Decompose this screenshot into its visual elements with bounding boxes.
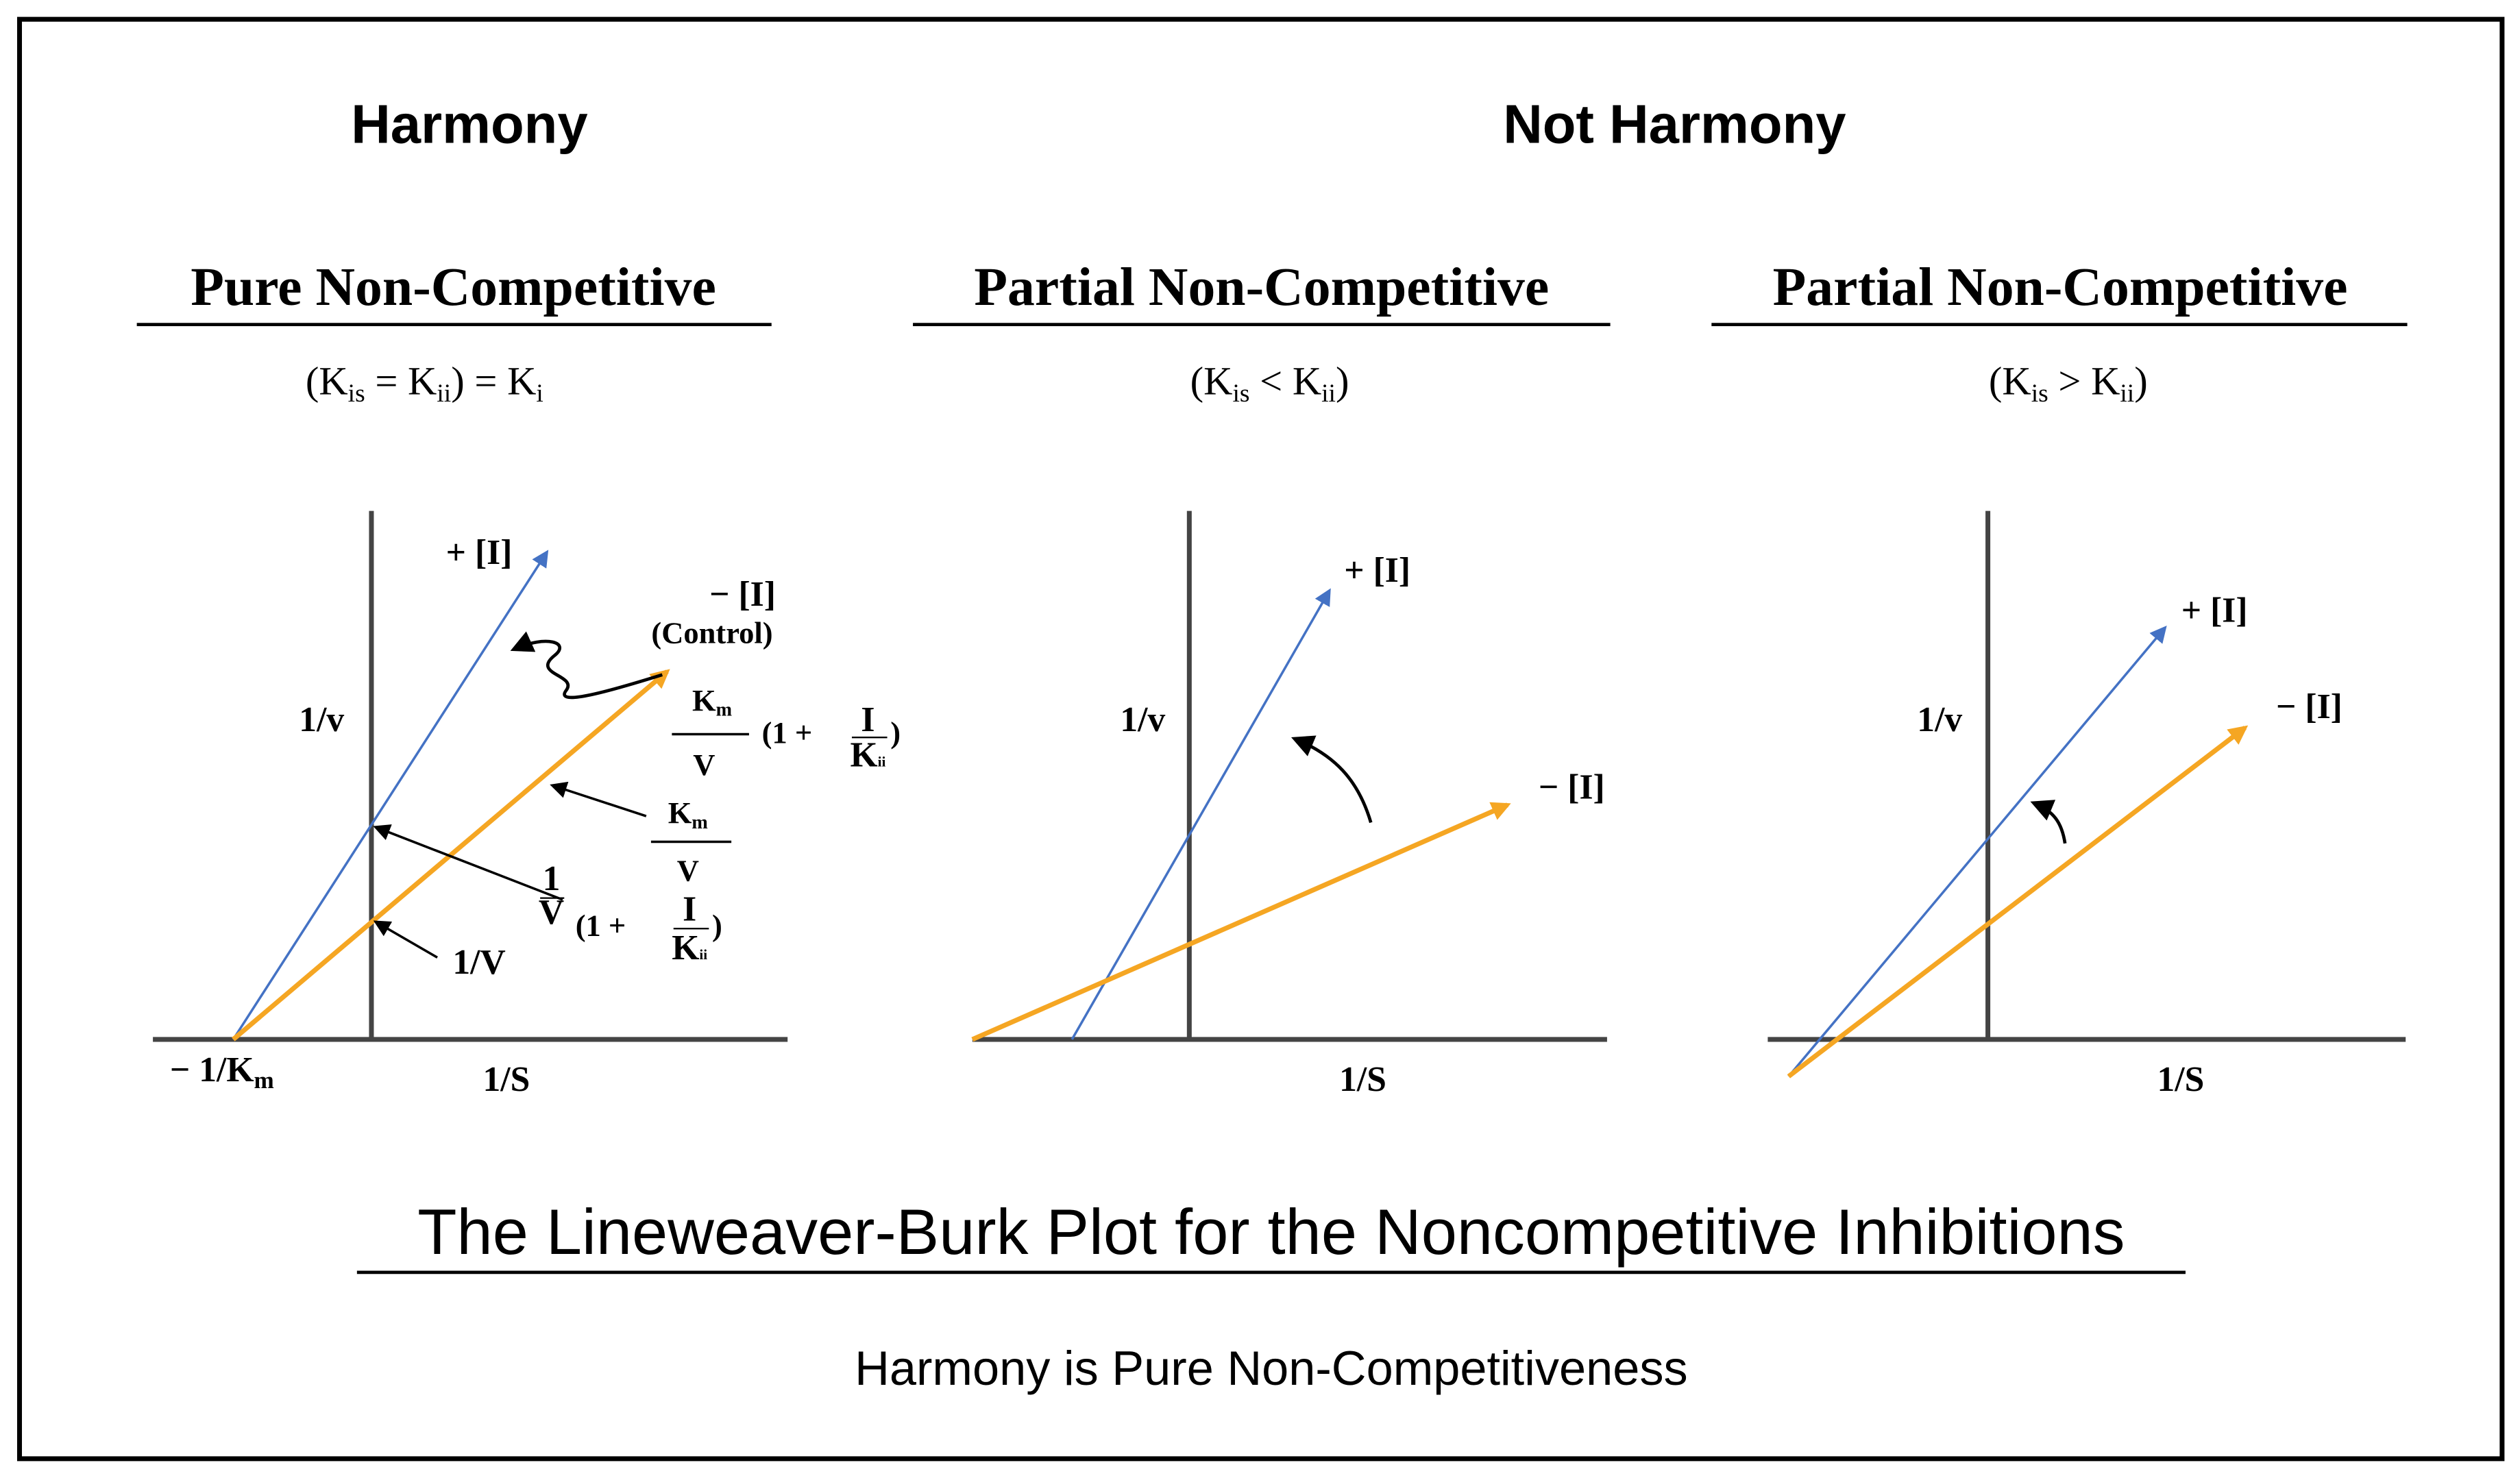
inhibited-label: + [I] [1344, 551, 1410, 590]
curly-arrow [510, 631, 663, 700]
panel-title: Partial Non-Competitive [974, 257, 1549, 317]
y-axis-label: 1/v [299, 700, 344, 739]
label-part: K [850, 735, 877, 774]
panel-partial-greater: + [I] − [I] 1/v 1/S [1767, 510, 2406, 1099]
control-line [1787, 725, 2249, 1079]
panel-title: Pure Non-Competitive [191, 257, 716, 317]
y-intercept-label: 1/V [452, 943, 505, 982]
label-part: K [668, 796, 692, 830]
label-part: (1 + [576, 908, 626, 942]
y-axis-label: 1/v [1917, 700, 1962, 739]
footer-note: Harmony is Pure Non-Competitiveness [855, 1341, 1688, 1395]
condition-sub: is [348, 379, 365, 407]
condition-part: (K [1190, 359, 1233, 404]
condition-part: (K [306, 359, 348, 404]
fraction-num: Km [668, 796, 708, 833]
condition-sub: i [536, 379, 543, 407]
control-label: − [I] [709, 575, 776, 614]
condition-part: ) [1336, 359, 1349, 404]
x-intercept-label: − 1/Km [170, 1050, 274, 1094]
fraction-den: V [677, 854, 699, 888]
header-right: Not Harmony [1503, 94, 1846, 155]
fraction-den: Kii [672, 928, 707, 968]
condition-part: < K [1249, 359, 1321, 404]
fraction-den: Kii [850, 735, 885, 774]
panel-partial-less: + [I] − [I] 1/v 1/S [971, 510, 1607, 1099]
label-part: ) [890, 715, 901, 750]
fraction-den: V [693, 748, 715, 782]
frame [16, 16, 2505, 1462]
control-note: (Control) [651, 616, 772, 650]
inhibited-line [232, 550, 549, 1040]
label-sub: ii [878, 754, 886, 770]
condition: (Kis > Kii) [1989, 359, 2148, 407]
fraction-num: I [683, 890, 696, 929]
panel-title: Partial Non-Competitive [1773, 257, 2348, 317]
pointer-arrow [550, 781, 647, 817]
curved-arrow [2030, 800, 2067, 844]
label-part: ) [712, 908, 722, 942]
label-sub: ii [699, 946, 707, 963]
inhibited-line [1071, 588, 1331, 1040]
condition-sub: ii [437, 379, 451, 407]
label-sub: m [692, 812, 707, 833]
pointer-arrow [373, 920, 438, 959]
x-axis-label: 1/S [2157, 1060, 2205, 1099]
label-part: K [672, 928, 699, 968]
pointer-arrow [373, 824, 563, 901]
label-part: K [692, 683, 716, 717]
header-left: Harmony [351, 94, 587, 155]
label-part: − 1/K [170, 1050, 254, 1089]
footer-title: The Lineweaver-Burk Plot for the Noncomp… [417, 1196, 2125, 1268]
label-sub: m [716, 700, 732, 721]
panel-pure: + [I] − [I] (Control) 1/v 1/S 1/V − 1/Km… [153, 510, 901, 1099]
condition-part: = K [365, 359, 437, 404]
y-axis-label: 1/v [1120, 700, 1165, 739]
inhibited-label: + [I] [2181, 591, 2248, 630]
label-part: (1 + [762, 715, 813, 750]
control-label: − [I] [1539, 767, 1605, 806]
condition-part: ) [2134, 359, 2148, 404]
condition-sub: ii [1321, 379, 1336, 407]
condition: (Kis < Kii) [1190, 359, 1349, 407]
x-axis-label: 1/S [482, 1060, 530, 1099]
condition: (Kis = Kii) = Ki [306, 359, 543, 407]
condition-part: (K [1989, 359, 2031, 404]
fraction-num: I [861, 700, 874, 739]
x-axis-label: 1/S [1339, 1060, 1386, 1099]
condition-sub: is [2031, 379, 2048, 407]
fraction-num: Km [692, 683, 732, 721]
condition-part: ) = K [451, 359, 536, 404]
condition-part: > K [2048, 359, 2120, 404]
inhibited-line [1787, 625, 2167, 1077]
fraction-den: V [539, 893, 564, 932]
condition-sub: is [1232, 379, 1249, 407]
condition-sub: ii [2120, 379, 2134, 407]
label-sub: m [254, 1067, 274, 1094]
curved-arrow [1291, 735, 1373, 824]
inhibited-label: + [I] [446, 533, 513, 572]
fraction-num: 1 [543, 859, 561, 898]
control-line [971, 802, 1511, 1042]
control-label: − [I] [2276, 687, 2342, 726]
